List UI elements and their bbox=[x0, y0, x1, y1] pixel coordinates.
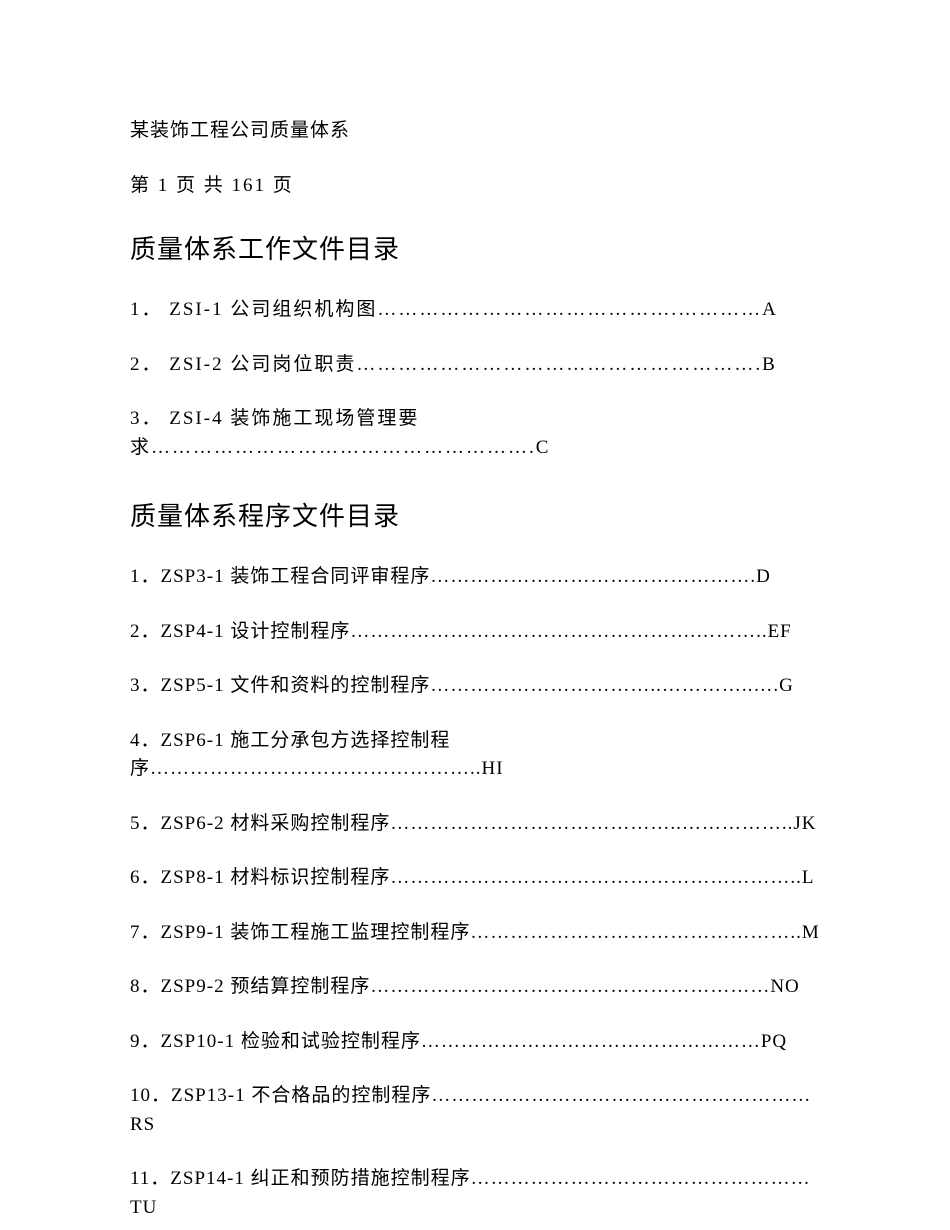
page-number-info: 第 1 页 共 161 页 bbox=[130, 170, 820, 197]
toc-entry: 1． ZSI-1 公司组织机构图…………………………………….…………A bbox=[130, 296, 820, 325]
toc-entry: 4．ZSP6-1 施工分承包方选择控制程序…………………………………………..H… bbox=[130, 727, 820, 784]
toc-entry: 2． ZSI-2 公司岗位职责………………………………………………….B bbox=[130, 351, 820, 380]
toc-entry: 3．ZSP5-1 文件和资料的控制程序……………………………..…………..….… bbox=[130, 672, 820, 701]
document-title: 某装饰工程公司质量体系 bbox=[130, 115, 820, 142]
section-heading-2: 质量体系程序文件目录 bbox=[130, 496, 820, 533]
section-heading-1: 质量体系工作文件目录 bbox=[130, 229, 820, 266]
toc-entry: 3． ZSI-4 装饰施工现场管理要求……………………………………………….C bbox=[130, 405, 820, 462]
toc-entry: 1．ZSP3-1 装饰工程合同评审程序………………………………………….D bbox=[130, 563, 820, 592]
toc-entry: 10．ZSP13-1 不合格品的控制程序…………………………………………………R… bbox=[130, 1082, 820, 1139]
toc-entry: 6．ZSP8-1 材料标识控制程序……………………………………………………..L bbox=[130, 864, 820, 893]
toc-entry: 8．ZSP9-2 预结算控制程序……………………………………………………NO bbox=[130, 973, 820, 1002]
toc-entry: 7．ZSP9-1 装饰工程施工监理控制程序…………………………………………..M bbox=[130, 919, 820, 948]
toc-entry: 5．ZSP6-2 材料采购控制程序……………………………………..……………..… bbox=[130, 810, 820, 839]
toc-entry: 2．ZSP4-1 设计控制程序…………………………………………….………..EF bbox=[130, 618, 820, 647]
toc-entry: 11．ZSP14-1 纠正和预防措施控制程序……………………………………………T… bbox=[130, 1165, 820, 1222]
toc-entry: 9．ZSP10-1 检验和试验控制程序……………………………………………PQ bbox=[130, 1028, 820, 1057]
